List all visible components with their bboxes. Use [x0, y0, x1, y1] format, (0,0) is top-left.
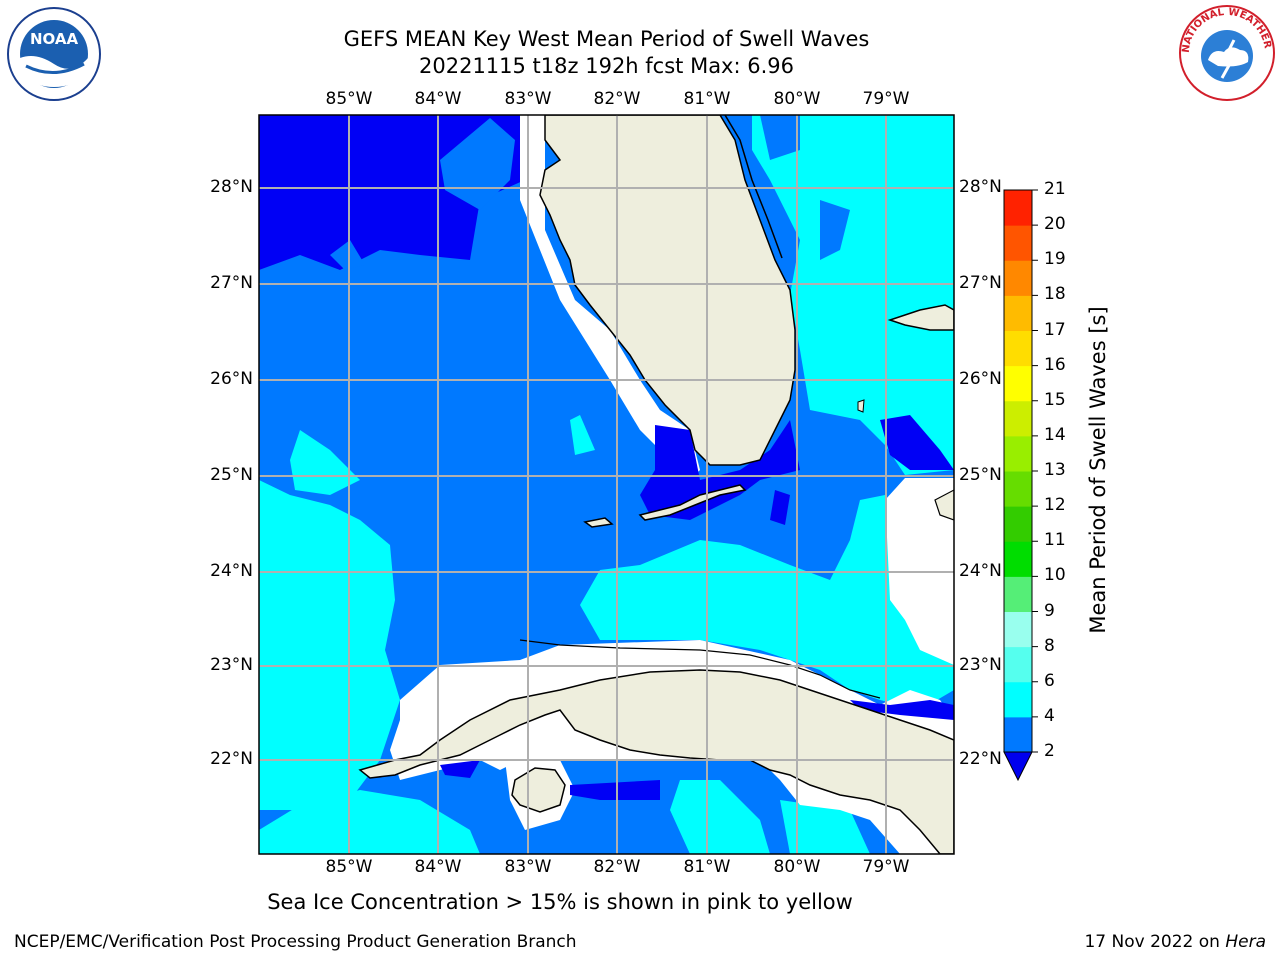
- chart-title: GEFS MEAN Key West Mean Period of Swell …: [343, 27, 870, 51]
- colorbar-segment: [1004, 471, 1032, 507]
- colorbar-segment: [1004, 295, 1032, 331]
- lat-label: 27°N: [959, 273, 1002, 293]
- band-0-2-keys: [640, 420, 800, 520]
- colorbar-segment: [1004, 611, 1032, 648]
- land-bahamas: [887, 304, 954, 331]
- colorbar-tick-label: 21: [1044, 179, 1066, 199]
- lat-label: 24°N: [210, 561, 253, 581]
- colorbar-segment: [1004, 400, 1032, 437]
- lon-label: 81°W: [683, 89, 731, 109]
- colorbar-segment: [1004, 330, 1032, 367]
- colorbar-segment: [1004, 716, 1032, 753]
- lon-label: 85°W: [325, 89, 373, 109]
- lat-label: 23°N: [959, 655, 1002, 675]
- land-florida: [539, 115, 796, 466]
- colorbar-segment: [1004, 260, 1032, 296]
- lon-label: 84°W: [414, 857, 462, 877]
- lon-label: 80°W: [773, 89, 821, 109]
- colorbar-segment: [1004, 506, 1032, 542]
- colorbar-segment: [1004, 435, 1032, 472]
- lat-label: 27°N: [210, 273, 253, 293]
- lat-label: 26°N: [959, 369, 1002, 389]
- lon-label: 81°W: [683, 857, 731, 877]
- colorbar-tick-label: 20: [1044, 214, 1066, 235]
- lat-label: 25°N: [210, 465, 253, 485]
- colorbar-tick-label: 2: [1044, 741, 1055, 761]
- lat-label: 24°N: [959, 561, 1002, 581]
- colorbar-tick-label: 18: [1044, 284, 1066, 305]
- band-4-6-west: [259, 480, 400, 810]
- colorbar-segment: [1004, 225, 1032, 261]
- lon-label: 85°W: [325, 857, 373, 877]
- lon-label: 79°W: [862, 89, 910, 109]
- colorbar-tick-label: 11: [1044, 530, 1066, 551]
- colorbar-segment: [1004, 576, 1032, 612]
- colorbar-tick-label: 10: [1044, 565, 1066, 586]
- noaa-logo-text: NOAA: [30, 30, 79, 48]
- footer-date-text: 17 Nov 2022 on: [1084, 932, 1220, 952]
- land-keys: [638, 484, 747, 521]
- land-isla-juventud: [511, 767, 566, 813]
- lat-label: 22°N: [959, 749, 1002, 769]
- colorbar-tick-label: 9: [1044, 600, 1055, 621]
- colorbar-segment: [1004, 190, 1032, 226]
- colorbar-tick-label: 8: [1044, 635, 1055, 656]
- colorbar: [1003, 189, 1038, 782]
- colorbar-label: Mean Period of Swell Waves [s]: [1086, 306, 1110, 634]
- band-4-6-straits: [580, 495, 954, 710]
- colorbar-tick-label: 14: [1044, 424, 1066, 445]
- colorbar-tick-label: 4: [1044, 705, 1055, 726]
- colorbar-tick-label: 19: [1044, 249, 1066, 270]
- colorbar-tick-label: 6: [1044, 670, 1055, 691]
- lon-label: 82°W: [593, 89, 641, 109]
- colorbar-segment: [1004, 681, 1032, 718]
- noaa-logo-icon: NOAA: [7, 7, 101, 101]
- colorbar-tick-label: 17: [1044, 319, 1066, 340]
- lat-label: 28°N: [210, 177, 253, 197]
- band-4-6-south: [670, 780, 770, 854]
- chart-subtitle: 20221115 t18z 192h fcst Max: 6.96: [419, 54, 794, 78]
- map-frame: [258, 114, 955, 855]
- lat-label: 28°N: [959, 177, 1002, 197]
- colorbar-tick-label: 16: [1044, 354, 1066, 375]
- lon-label: 83°W: [504, 89, 552, 109]
- band-4-6-southwest: [259, 790, 480, 854]
- band-4-6-atlantic: [752, 115, 954, 475]
- swell-period-field: [259, 115, 954, 854]
- lon-label: 84°W: [414, 89, 462, 109]
- band-2-4-small: [330, 240, 365, 270]
- footer-host: Hera: [1225, 932, 1266, 952]
- lat-label: 23°N: [210, 655, 253, 675]
- lon-label: 82°W: [593, 857, 641, 877]
- graticule: [259, 115, 954, 854]
- lon-label: 80°W: [773, 857, 821, 877]
- colorbar-segment: [1004, 365, 1032, 402]
- colorbar-tick-label: 13: [1044, 460, 1066, 480]
- lon-label: 83°W: [504, 857, 552, 877]
- colorbar-segment: [1004, 541, 1032, 577]
- nws-logo-icon: NATIONAL WEATHER SERVICE: [1178, 4, 1275, 101]
- lat-label: 26°N: [210, 369, 253, 389]
- colorbar-tick-label: 15: [1044, 389, 1066, 410]
- lat-label: 22°N: [210, 749, 253, 769]
- band-0-2-bahamas: [880, 415, 954, 470]
- colorbar-segment: [1004, 646, 1032, 683]
- lon-label: 79°W: [862, 857, 910, 877]
- footer-date: 17 Nov 2022 on Hera: [1084, 932, 1266, 952]
- colorbar-tick-label: 12: [1044, 495, 1066, 516]
- sea-ice-note: Sea Ice Concentration > 15% is shown in …: [267, 890, 853, 914]
- footer-credit: NCEP/EMC/Verification Post Processing Pr…: [14, 932, 577, 952]
- lat-label: 25°N: [959, 465, 1002, 485]
